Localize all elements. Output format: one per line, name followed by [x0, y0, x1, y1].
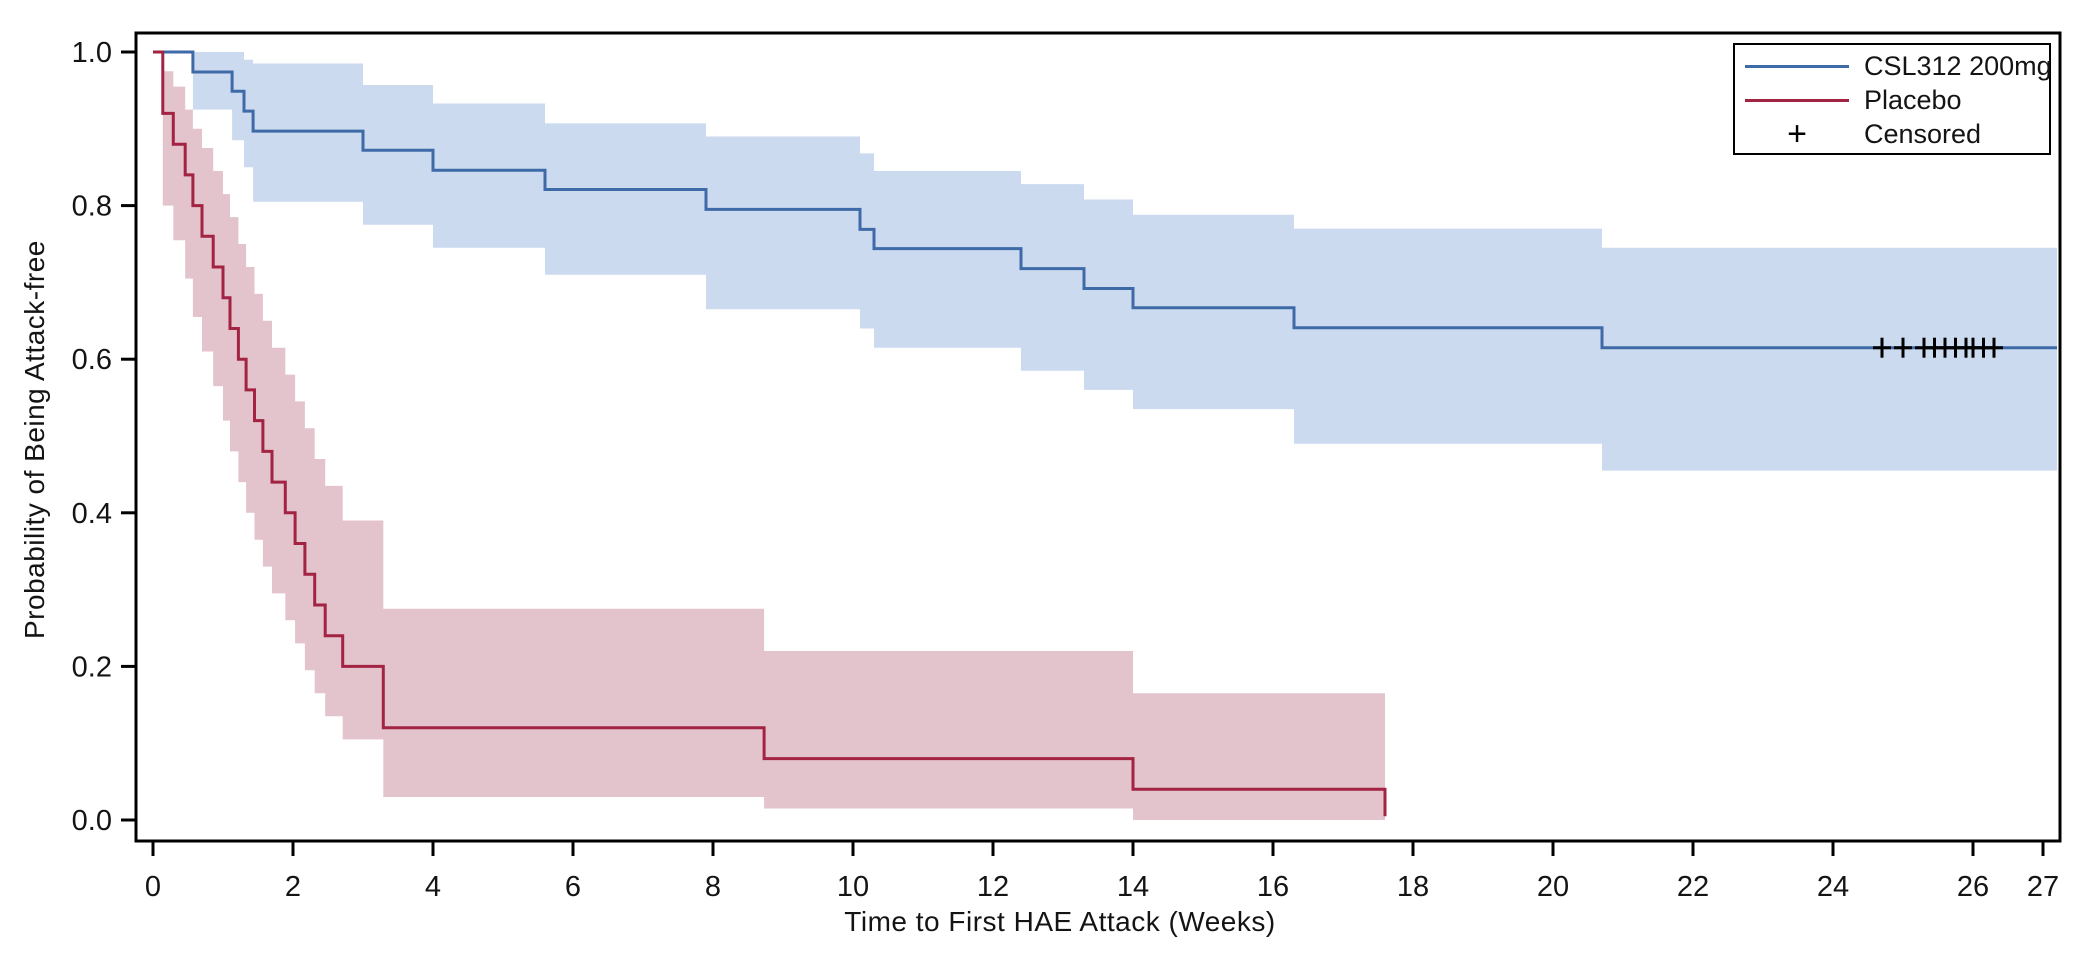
placebo-line-swatch-icon	[1745, 98, 1849, 102]
x-tick-label: 26	[1957, 871, 1989, 903]
x-tick-label: 14	[1117, 871, 1149, 903]
x-tick-label: 24	[1817, 871, 1849, 903]
x-tick-label: 20	[1537, 871, 1569, 903]
legend-row-csl312: CSL312 200mg	[1735, 49, 2052, 83]
censored-swatch: +	[1745, 115, 1849, 153]
y-tick-label: 0.2	[72, 651, 112, 683]
csl312-ci-band	[192, 52, 2057, 471]
censored-marks	[1873, 337, 2003, 358]
blue-line-icon	[1745, 64, 1849, 68]
y-tick-label: 0.6	[72, 344, 112, 376]
legend-row-placebo: Placebo	[1735, 83, 2049, 117]
x-tick-label: 27	[2027, 871, 2059, 903]
x-tick-label: 8	[705, 871, 721, 903]
y-tick-label: 0.0	[72, 805, 112, 837]
y-tick-label: 1.0	[72, 37, 112, 69]
x-axis-title: Time to First HAE Attack (Weeks)	[844, 906, 1276, 937]
y-tick-label: 0.4	[72, 498, 112, 530]
legend-label-placebo: Placebo	[1864, 84, 1962, 115]
x-tick-label: 0	[145, 871, 161, 903]
placebo-ci-band	[162, 71, 1385, 820]
x-tick-label: 10	[837, 871, 869, 903]
y-tick-label: 0.8	[72, 191, 112, 223]
legend-label-censored: Censored	[1864, 118, 1982, 149]
plus-icon: +	[1787, 115, 1807, 153]
plot-border	[134, 31, 2062, 843]
x-tick-label: 18	[1397, 871, 1429, 903]
y-axis-title: Probability of Being Attack-free	[19, 240, 50, 640]
red-line-icon	[1745, 98, 1849, 102]
legend-row-censored: + Censored	[1735, 117, 2049, 151]
x-tick-label: 4	[425, 871, 441, 903]
csl312-line-swatch-icon	[1745, 64, 1849, 68]
x-tick-label: 16	[1257, 871, 1289, 903]
placebo-curve	[153, 50, 1387, 817]
x-tick-label: 2	[285, 871, 301, 903]
y-axis: 0.0 0.2 0.4 0.6 0.8 1.0	[72, 37, 136, 837]
x-axis: 0 2 4 6 8 10 12 14 16 18 20 22 24 26 27	[145, 841, 2059, 903]
x-tick-label: 22	[1677, 871, 1709, 903]
x-tick-label: 6	[565, 871, 581, 903]
x-tick-label: 12	[977, 871, 1009, 903]
legend-label-csl312: CSL312 200mg	[1864, 50, 2052, 81]
legend: CSL312 200mg Placebo + Censored	[1733, 43, 2052, 155]
csl312-curve	[153, 50, 2057, 350]
